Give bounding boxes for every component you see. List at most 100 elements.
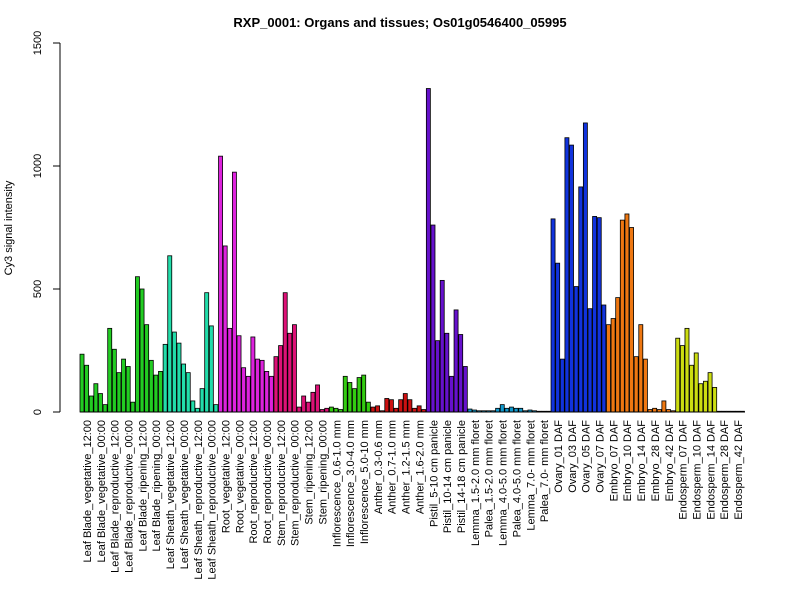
bar	[407, 399, 413, 413]
bar	[435, 340, 441, 413]
x-tick-label: Inflorescence_5.0-10 mm	[359, 420, 371, 544]
bar	[606, 324, 611, 413]
bar	[375, 405, 380, 413]
bar	[601, 304, 607, 413]
bar	[102, 404, 108, 413]
bar	[582, 122, 588, 413]
bar	[675, 337, 681, 413]
bar	[130, 401, 136, 413]
bar	[569, 144, 574, 413]
x-tick-label: Embryo_10 DAF	[622, 420, 634, 502]
x-tick-label: Lemma_1.5-2.0 mm floret	[470, 420, 482, 546]
x-tick-label: Leaf Blade_vegetative_12:00	[82, 420, 94, 563]
bar	[412, 407, 417, 413]
bar	[402, 393, 408, 413]
bar	[171, 331, 177, 413]
x-tick-label: Ovary_03 DAF	[567, 420, 579, 493]
bar	[684, 327, 690, 413]
x-tick-label: Leaf Sheath_vegetative_00:00	[179, 420, 191, 569]
bar	[98, 393, 103, 413]
bar	[698, 383, 704, 413]
bar	[633, 356, 639, 413]
x-tick-label: Stem_reproductive_12:00	[276, 420, 288, 546]
bar	[518, 407, 524, 413]
bar	[592, 216, 598, 413]
bar	[352, 388, 357, 413]
bar	[703, 380, 708, 413]
bar	[444, 332, 450, 413]
bar	[333, 407, 339, 413]
x-tick-label: Stem_ripening_12:00	[304, 420, 316, 525]
bar	[107, 327, 113, 413]
x-tick-label: Endosperm_10 DAF	[692, 420, 704, 520]
y-tick-label: 500	[32, 280, 44, 298]
x-tick-label: Leaf Blade_ripening_12:00	[137, 420, 149, 552]
bar	[116, 372, 122, 413]
bar	[624, 213, 630, 413]
bar	[643, 358, 648, 413]
bar	[84, 364, 90, 413]
bar	[559, 358, 565, 413]
bar	[587, 308, 593, 413]
bar	[324, 407, 330, 413]
bar	[458, 334, 464, 413]
bar	[347, 382, 353, 413]
bar	[652, 407, 658, 413]
x-tick-label: Leaf Blade_reproductive_12:00	[110, 420, 122, 573]
bar	[213, 404, 219, 413]
bar	[370, 406, 376, 413]
x-tick-label: Anther_1.2-1.5 mm	[401, 420, 413, 514]
bar	[268, 375, 274, 413]
x-tick-label: Palea_7.0- mm floret	[539, 420, 551, 522]
bar	[564, 137, 570, 413]
x-tick-label: Root_vegetative_00:00	[234, 420, 246, 533]
x-tick-label: Palea_1.5-2.0 mm floret	[484, 420, 496, 537]
bar	[689, 364, 695, 413]
x-tick-label: Leaf Blade_ripening_00:00	[151, 420, 163, 552]
bar	[509, 406, 514, 413]
bar	[176, 342, 182, 413]
x-tick-label: Embryo_42 DAF	[664, 420, 676, 502]
bar	[231, 171, 237, 413]
bar	[513, 407, 519, 413]
bar	[144, 324, 150, 413]
bar	[398, 399, 404, 413]
x-tick-label: Lemma_4.0-5.0 mm floret	[498, 420, 510, 546]
bar	[310, 391, 316, 413]
bar	[199, 388, 205, 413]
bar	[148, 359, 154, 413]
bar	[573, 286, 579, 413]
bar	[162, 343, 168, 413]
x-tick-label: Embryo_07 DAF	[608, 420, 620, 502]
bar	[416, 405, 422, 413]
bar	[255, 358, 260, 413]
bar	[384, 398, 390, 413]
bars-group	[79, 88, 745, 413]
bar	[661, 400, 667, 413]
bar	[425, 88, 431, 413]
bar	[638, 324, 644, 413]
y-tick-label: 0	[32, 409, 44, 415]
bar	[153, 374, 159, 413]
x-tick-label: Ovary_07 DAF	[595, 420, 607, 493]
bar	[393, 407, 399, 413]
bar	[273, 356, 279, 413]
bar	[365, 401, 371, 413]
x-tick-label: Ovary_05 DAF	[581, 420, 593, 493]
bar	[222, 245, 228, 413]
bar	[181, 363, 187, 413]
x-tick-label: Endosperm_07 DAF	[678, 420, 690, 520]
bar	[204, 292, 210, 413]
x-tick-label: Ovary_01 DAF	[553, 420, 565, 493]
bar	[125, 366, 131, 413]
y-tick-label: 1500	[32, 31, 44, 55]
x-tick-label: Endosperm_42 DAF	[733, 420, 745, 520]
bar	[287, 332, 293, 413]
bar	[135, 276, 140, 413]
bar	[301, 395, 307, 413]
x-tick-label: Leaf Blade_reproductive_00:00	[123, 420, 135, 573]
x-tick-label: Inflorescence_3.0-4.0 mm	[345, 420, 357, 547]
bar	[550, 218, 556, 413]
x-tick-label: Leaf Sheath_vegetative_12:00	[165, 420, 177, 569]
